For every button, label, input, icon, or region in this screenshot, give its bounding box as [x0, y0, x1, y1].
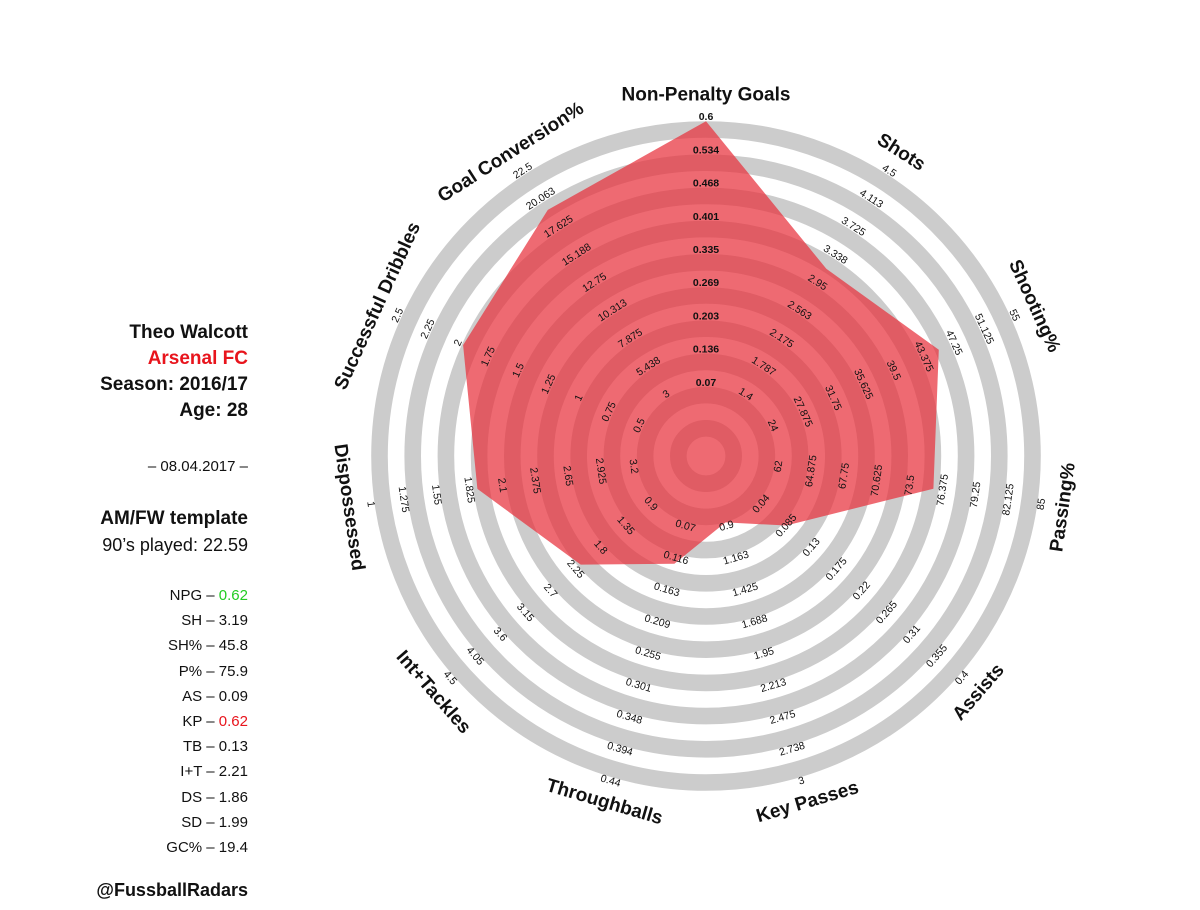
age-label: Age: 28	[179, 400, 248, 421]
player-info-panel: Theo Walcott Arsenal FC Season: 2016/17 …	[0, 0, 260, 910]
tick-label: 79.25	[968, 481, 984, 509]
tick-label: 0.44	[599, 772, 622, 789]
tick-label: 1.55	[429, 484, 444, 506]
stat-row: SD – 1.99	[181, 814, 248, 831]
stat-row: DS – 1.86	[181, 789, 248, 806]
team-name: Arsenal FC	[147, 348, 248, 369]
tick-label: 0.07	[696, 377, 717, 389]
stat-value: 0.62	[218, 587, 248, 604]
stat-row: GC% – 19.4	[166, 839, 248, 856]
axis-label: Key Passes	[754, 777, 861, 827]
stat-label: SD –	[181, 813, 219, 831]
tick-label: 0.534	[693, 144, 719, 156]
tick-label: 62	[772, 460, 786, 473]
tick-label: 64.875	[803, 454, 819, 488]
template-label: AM/FW template	[100, 508, 248, 529]
player-name: Theo Walcott	[129, 322, 248, 343]
tick-label: 2.1	[495, 477, 509, 493]
stat-value: 75.9	[218, 662, 248, 680]
stat-value: 1.86	[218, 788, 248, 806]
stat-value: 0.09	[218, 687, 248, 705]
tick-label: 0.203	[693, 310, 719, 322]
tick-label: 0.6	[699, 111, 714, 123]
author-handle: @FussballRadars	[96, 880, 248, 900]
tick-label: 67.75	[836, 462, 852, 490]
tick-label: 0.401	[693, 211, 719, 223]
stat-label: KP –	[182, 713, 219, 730]
stat-label: I+T –	[180, 763, 219, 781]
tick-label: 2.925	[593, 457, 609, 485]
tick-label: 1	[364, 500, 377, 508]
tick-label: 70.625	[869, 464, 885, 498]
stat-label: TB –	[182, 738, 219, 756]
tick-label: 85	[1035, 497, 1049, 510]
axis-label: Passing%	[1046, 461, 1080, 553]
tick-label: 3	[661, 388, 673, 401]
tick-label: 55	[1006, 307, 1022, 323]
tick-label: 2.375	[527, 467, 543, 495]
axis-label: Non-Penalty Goals	[622, 85, 791, 106]
tick-label: 2.65	[560, 465, 575, 487]
tick-label: 3.2	[627, 458, 641, 474]
stat-value: 0.13	[218, 738, 248, 756]
stat-row: SH – 3.19	[181, 612, 248, 629]
stat-row: SH% – 45.8	[168, 637, 248, 654]
tick-label: 0.468	[693, 178, 719, 190]
stat-row: P% – 75.9	[179, 663, 248, 680]
season-label: Season: 2016/17	[100, 374, 248, 395]
stat-label: DS –	[181, 788, 219, 806]
player-profile-polygon	[463, 121, 939, 565]
stat-row: NPG – 0.62	[170, 587, 248, 604]
stat-row: TB – 0.13	[183, 738, 248, 755]
tick-label: 1.95	[753, 645, 776, 662]
date-label: – 08.04.2017 –	[147, 458, 248, 475]
stat-value: 0.62	[218, 713, 248, 730]
tick-label: 2	[452, 338, 465, 348]
minutes-played-label: 90’s played: 22.59	[102, 535, 248, 555]
tick-label: 0.136	[693, 344, 719, 356]
stat-label: AS –	[182, 687, 219, 705]
stat-row: AS – 0.09	[182, 688, 248, 705]
tick-label: 0.9	[718, 518, 736, 534]
stat-row: KP – 0.62	[182, 713, 248, 730]
stat-value: 45.8	[218, 637, 248, 655]
tick-label: 82.125	[1000, 483, 1016, 517]
stat-label: NPG –	[169, 587, 219, 604]
stat-label: GC% –	[166, 839, 219, 856]
stat-value: 2.21	[218, 763, 248, 781]
stat-label: SH –	[181, 612, 219, 630]
tick-label: 24	[765, 418, 781, 434]
axis-label: Int+Tackles	[392, 647, 475, 738]
axis-label: Dispossessed	[329, 443, 368, 572]
tick-label: 1.5	[510, 361, 527, 379]
tick-label: 0.07	[674, 518, 697, 535]
tick-label: 0.335	[693, 244, 719, 256]
tick-label: 3	[797, 774, 806, 787]
stat-row: I+T – 2.21	[180, 763, 248, 780]
tick-label: 1.275	[396, 486, 412, 514]
tick-label: 2.5	[389, 306, 406, 324]
stat-label: SH% –	[167, 637, 219, 655]
tick-label: 0.269	[693, 277, 719, 289]
stat-value: 3.19	[218, 612, 248, 630]
tick-label: 1.825	[461, 476, 477, 504]
stat-label: P% –	[178, 662, 219, 680]
stat-value: 1.99	[218, 813, 248, 831]
stat-value: 19.4	[218, 839, 248, 856]
tick-label: 1	[572, 393, 585, 403]
tick-label: 0.5	[631, 416, 648, 434]
tick-label: 73.5	[903, 474, 918, 496]
tick-label: 76.375	[935, 473, 951, 507]
